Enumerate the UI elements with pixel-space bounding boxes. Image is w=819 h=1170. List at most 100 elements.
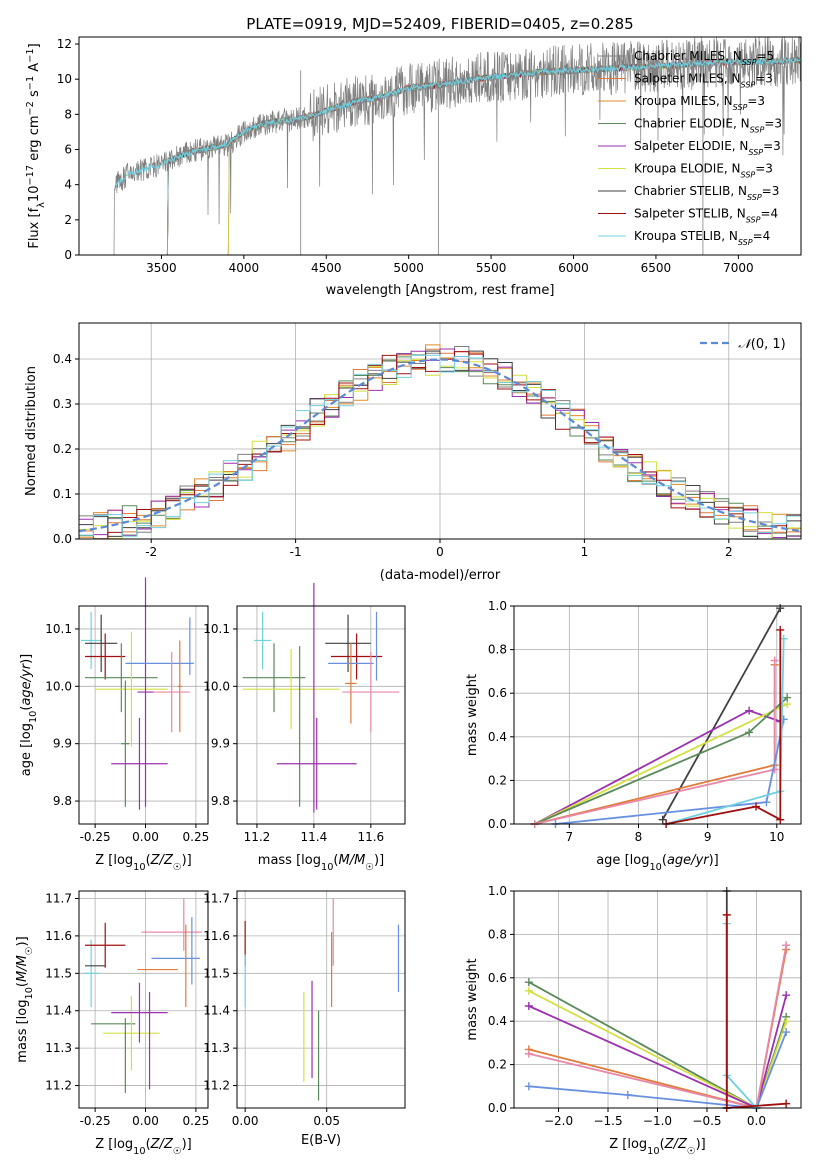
label-part: Z/Z xyxy=(664,1137,688,1152)
y-tick-label: 0.6 xyxy=(488,971,507,985)
plus-marker xyxy=(776,625,785,634)
plus-marker xyxy=(776,604,785,613)
y-axis-label: mass weight xyxy=(465,958,480,1040)
plus-marker xyxy=(722,910,731,919)
label-part: ( xyxy=(146,1137,151,1152)
y-axis-label: mass weight xyxy=(465,674,480,756)
label-part: )] xyxy=(696,1137,706,1152)
y-tick-label: 10.0 xyxy=(203,679,230,693)
y-tick-label: 10.1 xyxy=(203,622,230,636)
x-tick-label: 7000 xyxy=(723,261,754,275)
label-part: ☉ xyxy=(687,1146,696,1157)
y-axis-label: Flux [fλ10−17 erg cm−2 s−1 A−1] xyxy=(25,43,47,248)
x-tick-label: 6000 xyxy=(558,261,589,275)
y-tick-label: 11.6 xyxy=(45,929,72,943)
label-part: )] xyxy=(19,654,34,664)
label-part: age [log xyxy=(596,853,649,868)
mass-weight-line xyxy=(665,630,782,825)
legend-text: =3 xyxy=(763,139,781,153)
label-part: λ xyxy=(36,202,47,208)
label-part: Flux [f xyxy=(27,207,42,248)
label-part: ( xyxy=(19,706,34,711)
legend-entry: Salpeter ELODIE, NSSP=3 xyxy=(634,139,781,157)
normal-distribution-curve xyxy=(78,358,802,533)
y-tick-label: 0.8 xyxy=(488,643,507,657)
axes-frame xyxy=(78,605,209,825)
plus-marker xyxy=(770,765,779,774)
label-part: mass [log xyxy=(15,1000,30,1063)
axes-frame xyxy=(236,605,406,825)
plus-marker xyxy=(782,991,791,1000)
label-part: M/M xyxy=(15,955,30,982)
y-tick-label: 9.9 xyxy=(211,737,230,751)
label-part: ( xyxy=(15,982,30,987)
x-tick-label: 0.00 xyxy=(232,1114,259,1128)
y-tick-label: 11.4 xyxy=(203,1004,230,1018)
label-part: Z [log xyxy=(609,1137,647,1152)
label-part: )] xyxy=(182,1137,192,1152)
y-tick-label: 9.9 xyxy=(53,737,72,751)
y-tick-label: 0.4 xyxy=(488,1014,507,1028)
y-tick-label: 0.8 xyxy=(488,927,507,941)
x-tick-label: 1 xyxy=(581,545,589,559)
x-tick-label: 0 xyxy=(436,545,444,559)
x-tick-label: 3500 xyxy=(146,261,177,275)
label-part: 10 xyxy=(321,862,333,873)
mass-weight-line xyxy=(661,607,782,821)
y-tick-label: 11.3 xyxy=(45,1041,72,1055)
y-tick-label: 0.2 xyxy=(488,773,507,787)
x-axis-label: age [log10(age/yr)] xyxy=(596,853,719,873)
x-tick-label: 0.25 xyxy=(183,1114,210,1128)
legend-subscript: SSP xyxy=(750,125,765,134)
y-tick-label: 11.6 xyxy=(203,929,230,943)
legend-text: =4 xyxy=(760,207,778,221)
x-tick-label: 9 xyxy=(704,830,712,844)
label-part: 10 xyxy=(649,862,661,873)
label-part: M/M xyxy=(338,853,365,868)
legend-text: Kroupa ELODIE, N xyxy=(634,162,741,176)
label-part: 10 xyxy=(647,1146,659,1157)
legend-subscript: SSP xyxy=(747,193,762,202)
y-axis-label: Normed distribution xyxy=(24,366,39,496)
axes-frame xyxy=(236,890,406,1109)
mass-vs-metallicity-panel: -0.25 0.00 0.25 11.2 11.3 11.4 11.5 11.6 11.7 Z [… xyxy=(15,890,210,1157)
legend-entry: Kroupa MILES, NSSP=3 xyxy=(634,94,765,112)
y-tick-label: 10 xyxy=(57,72,72,86)
x-tick-label: 10 xyxy=(769,830,784,844)
label-part: −1 xyxy=(25,48,36,62)
plus-marker xyxy=(752,802,761,811)
y-tick-label: 4 xyxy=(64,178,72,192)
label-part: s xyxy=(27,90,42,101)
label-part: )] xyxy=(15,936,30,946)
plus-marker xyxy=(776,815,785,824)
y-tick-label: 8 xyxy=(64,107,72,121)
legend-text: =3 xyxy=(755,162,773,176)
label-part: ☉ xyxy=(24,946,35,955)
label-part: ( xyxy=(146,853,151,868)
model-spectrum-line xyxy=(114,56,802,187)
label-part: ☉ xyxy=(173,862,182,873)
label-part: )] xyxy=(709,853,719,868)
y-tick-label: 0.0 xyxy=(53,532,72,546)
x-tick-label: 4500 xyxy=(311,261,342,275)
y-tick-label: 11.3 xyxy=(203,1041,230,1055)
y-tick-label: 11.4 xyxy=(45,1004,72,1018)
y-tick-label: 0.4 xyxy=(53,352,72,366)
plus-marker xyxy=(745,706,754,715)
plus-marker xyxy=(524,1002,533,1011)
y-tick-label: 0.1 xyxy=(53,487,72,501)
legend-entry: Kroupa ELODIE, NSSP=3 xyxy=(634,162,773,180)
age-vs-metallicity-panel: -0.25 0.00 0.259.89.910.010.1Z [log10(Z/Z☉… xyxy=(19,577,209,873)
legend-text: =3 xyxy=(762,184,780,198)
y-tick-label: 10.0 xyxy=(45,679,72,693)
label-part: 10 xyxy=(133,1146,145,1157)
label-part: mass [log xyxy=(258,853,321,868)
x-tick-label: -0.25 xyxy=(80,1114,111,1128)
plus-marker xyxy=(782,1099,791,1108)
legend-subscript: SSP xyxy=(741,80,756,89)
legend-text: Chabrier MILES, N xyxy=(634,49,742,63)
y-tick-label: 0.6 xyxy=(488,686,507,700)
legend-subscript: SSP xyxy=(742,58,757,67)
